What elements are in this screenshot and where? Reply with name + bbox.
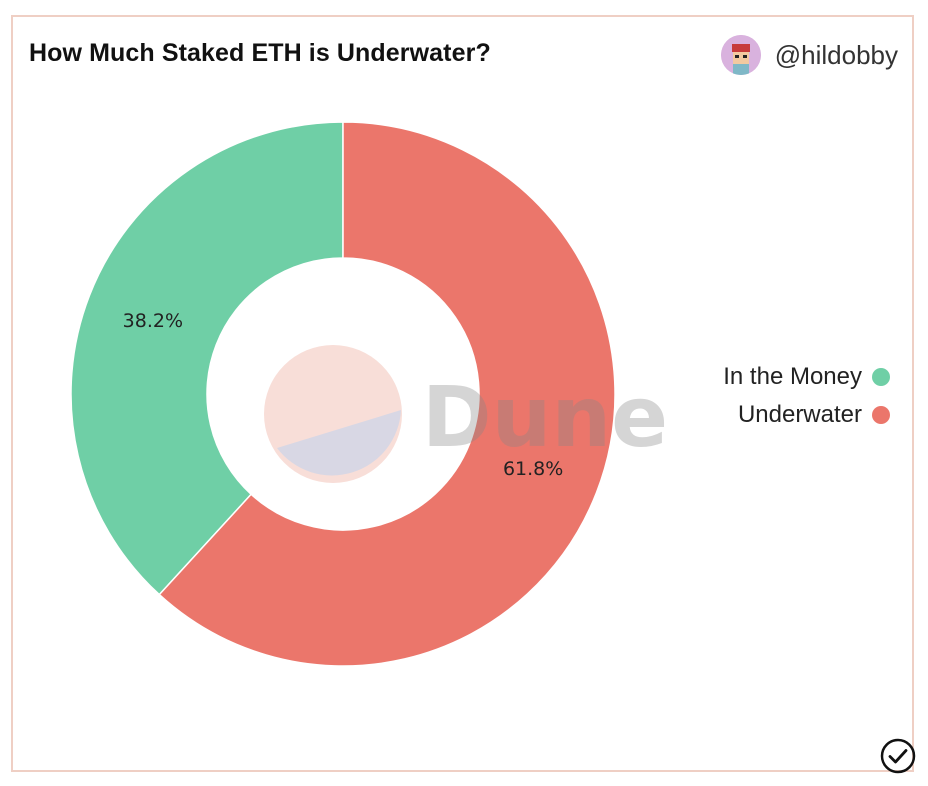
legend-label: In the Money	[723, 363, 862, 390]
legend-item[interactable]: Underwater	[723, 396, 890, 434]
watermark-logo	[264, 345, 402, 483]
legend-label: Underwater	[737, 401, 862, 428]
check-circle-icon[interactable]	[880, 738, 916, 774]
watermark-text: Dune	[422, 368, 668, 466]
legend-swatch	[872, 406, 890, 424]
slice-label: 61.8%	[503, 458, 563, 480]
legend-swatch	[872, 368, 890, 386]
legend-item[interactable]: In the Money	[723, 358, 890, 396]
slice-label: 38.2%	[123, 310, 183, 332]
legend: In the Money Underwater	[723, 358, 890, 434]
author-block[interactable]: @hildobby	[720, 35, 898, 75]
avatar-icon	[720, 35, 761, 75]
slice-underwater[interactable]	[158, 121, 616, 667]
author-handle[interactable]: @hildobby	[774, 39, 898, 70]
chart-title: How Much Staked ETH is Underwater?	[29, 39, 491, 67]
slice-in-the-money[interactable]	[70, 121, 344, 596]
